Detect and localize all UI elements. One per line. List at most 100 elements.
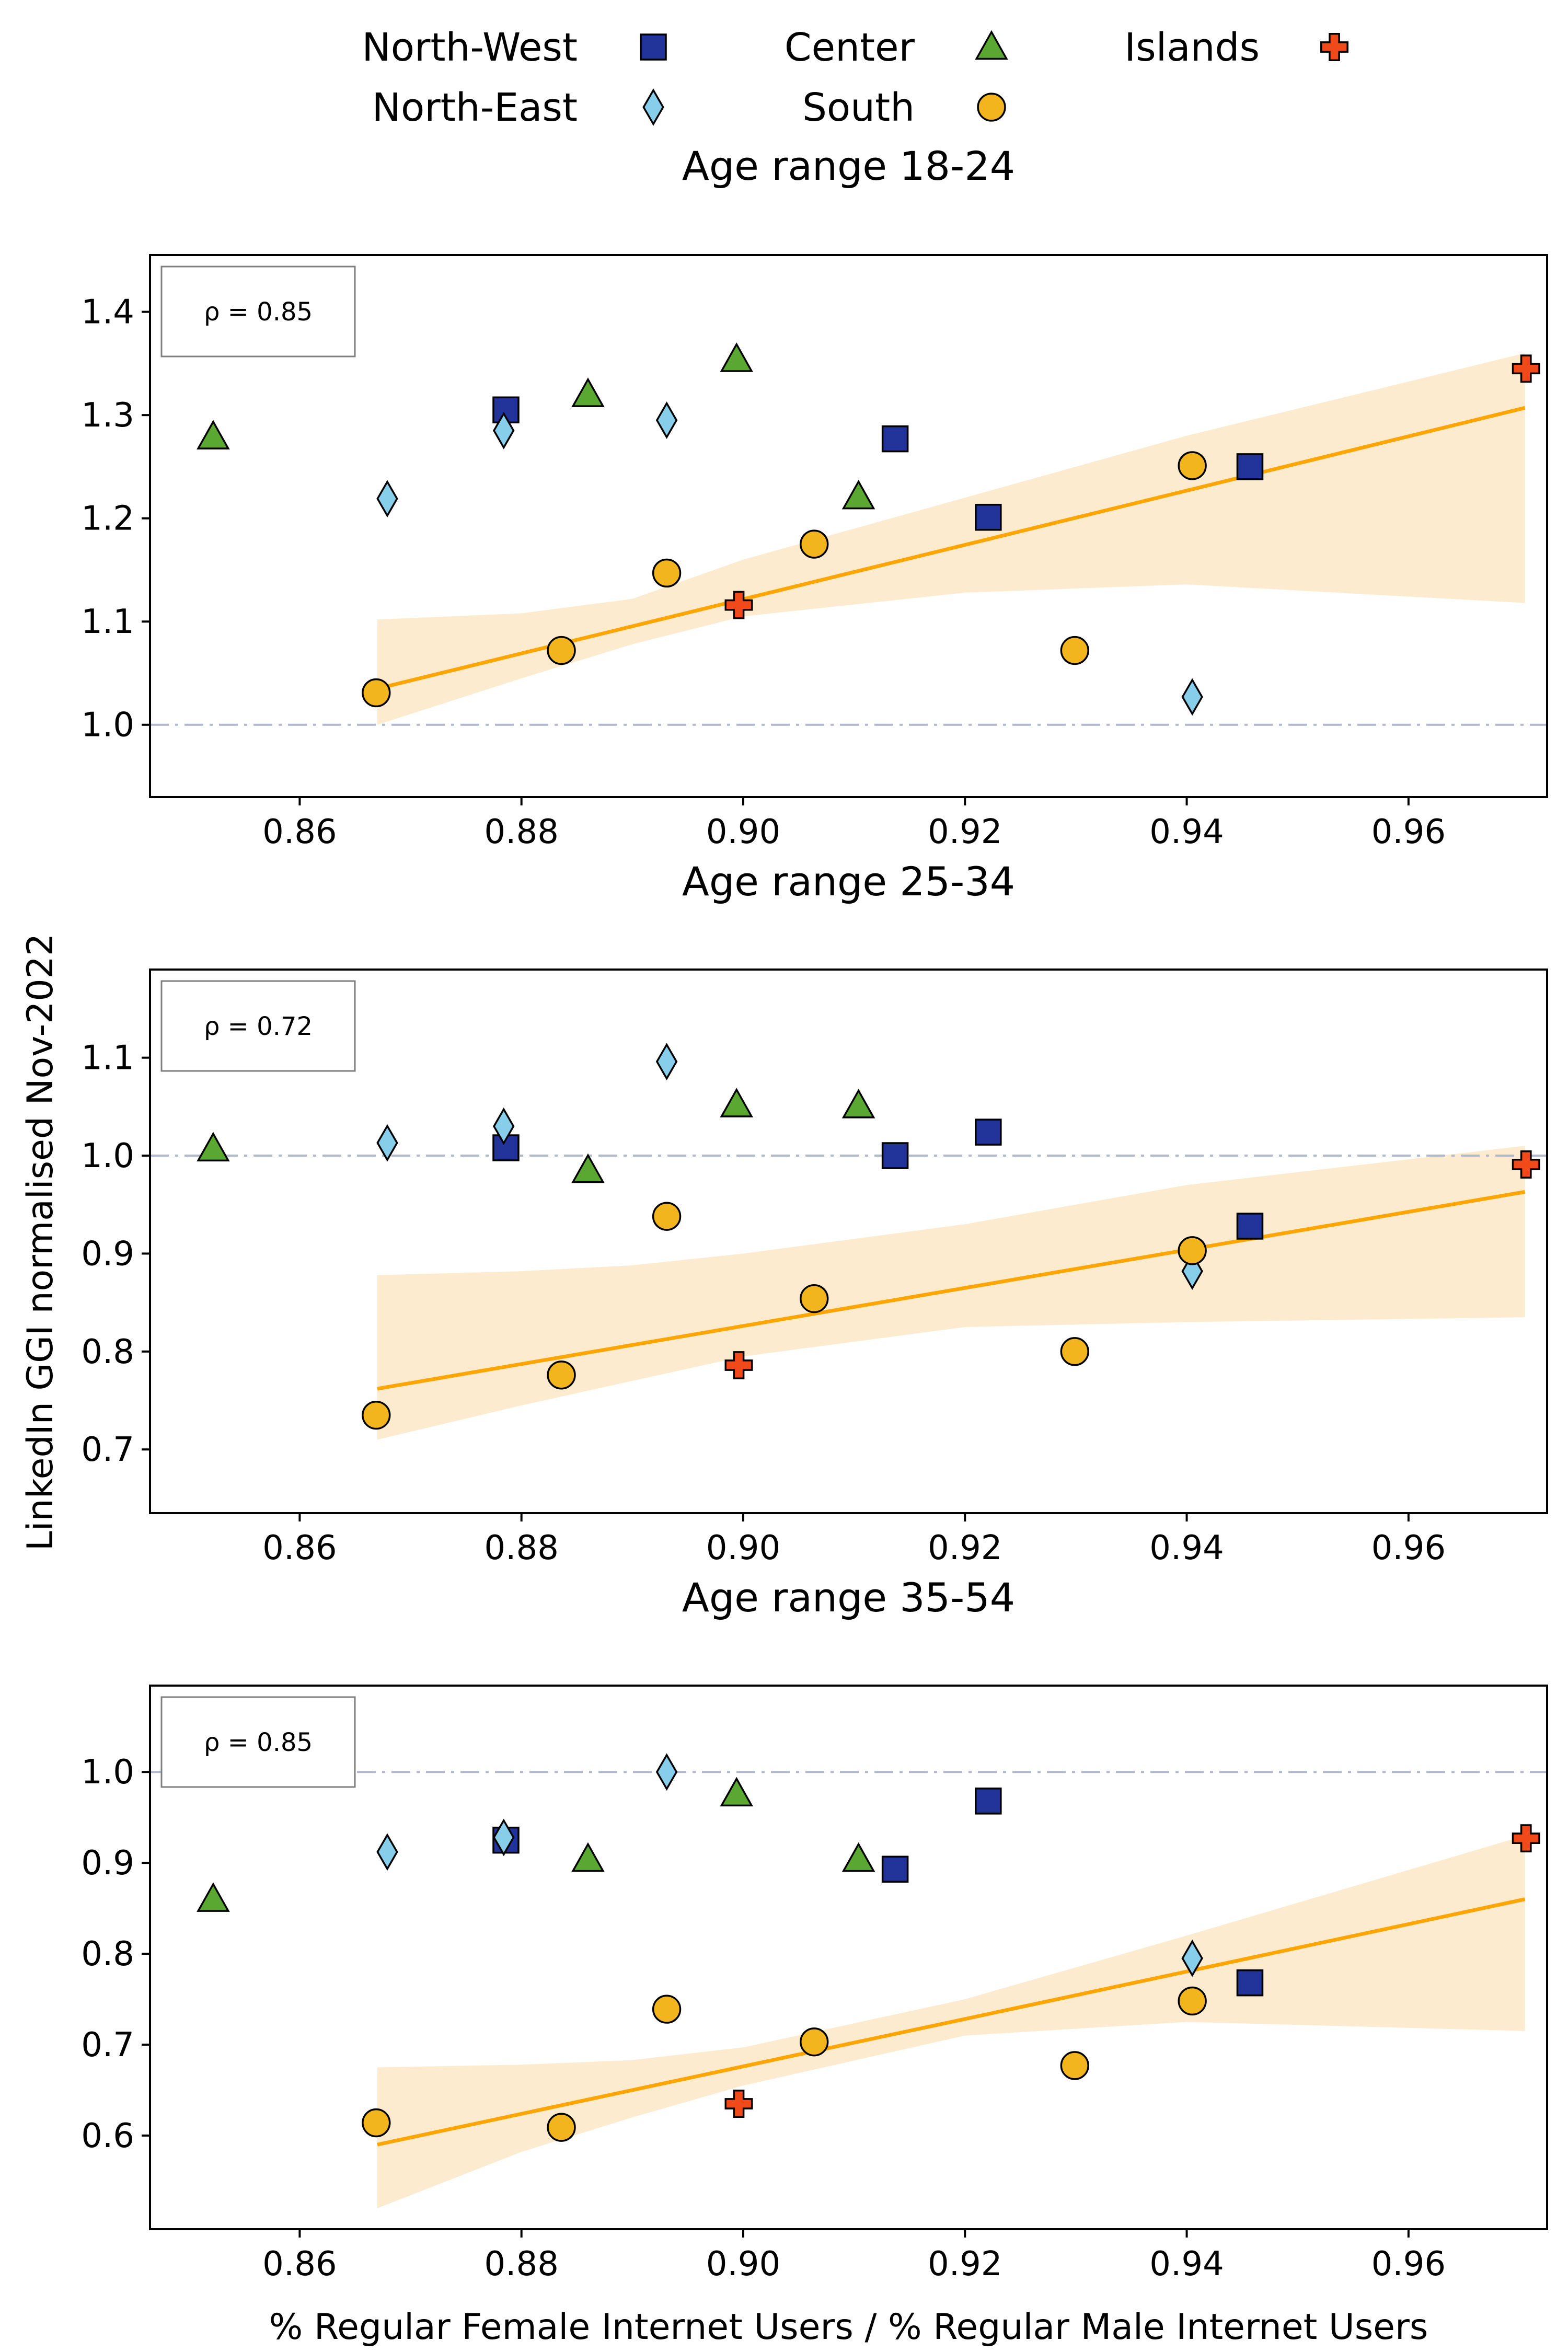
data-point-south: [547, 1361, 576, 1390]
y-tick-label: 1.0: [81, 1753, 134, 1792]
legend-label-north-east: North-East: [372, 85, 578, 130]
legend-label-center: Center: [785, 25, 915, 70]
data-point-center: [571, 377, 605, 407]
plot-frame: [149, 254, 1548, 798]
data-point-south: [652, 558, 682, 588]
y-tick-label: 1.1: [81, 1039, 134, 1078]
rho-annotation-box: [160, 1696, 356, 1788]
rho-annotation: ρ = 0.85: [204, 297, 313, 327]
legend-label-islands: Islands: [1124, 25, 1260, 70]
data-point-south: [1060, 636, 1089, 665]
x-tick-label: 0.90: [706, 1529, 781, 1567]
data-point-center: [571, 1842, 605, 1872]
rho-annotation-box: [160, 980, 356, 1072]
legend-marker-south: [977, 93, 1006, 122]
legend-marker-north-west: [640, 33, 667, 61]
y-tick-label: 1.3: [81, 396, 134, 435]
data-point-north-west: [1236, 453, 1264, 480]
y-tick-label: 0.8: [81, 1333, 134, 1371]
x-tick-label: 0.92: [928, 1529, 1002, 1567]
data-point-north-east: [492, 1107, 515, 1145]
data-point-center: [197, 420, 230, 449]
data-point-south: [1060, 1337, 1089, 1366]
data-point-center: [197, 1882, 230, 1912]
y-tick-label: 0.7: [81, 2026, 134, 2065]
panel-title: Age range 35-54: [682, 1574, 1015, 1621]
x-tick-label: 0.96: [1371, 1529, 1446, 1567]
data-point-islands: [724, 2090, 753, 2118]
data-point-center: [841, 1842, 875, 1872]
data-point-north-west: [881, 1142, 909, 1169]
panel-2: Age range 25-34 0.7 0.8 0.9 1.0 1.1 0.86 0.88 0.…: [81, 858, 1548, 1567]
data-point-center: [720, 1777, 754, 1807]
data-point-north-west: [881, 1855, 909, 1883]
data-point-south: [1178, 1236, 1207, 1265]
y-tick-label: 1.2: [81, 500, 134, 538]
data-point-north-east: [655, 1043, 678, 1081]
data-point-islands: [1512, 1824, 1540, 1853]
plot-frame: [149, 1685, 1548, 2230]
data-point-islands: [724, 591, 753, 619]
panel-title: Age range 18-24: [682, 143, 1015, 189]
x-tick-label: 0.86: [262, 2245, 337, 2284]
y-tick-label: 0.8: [81, 1935, 134, 1974]
regression-line: [377, 1190, 1526, 1391]
data-point-south: [652, 1994, 682, 2024]
x-tick-label: 0.94: [1149, 813, 1224, 851]
data-point-south: [362, 1400, 391, 1430]
data-point-north-east: [1181, 678, 1203, 716]
x-tick-label: 0.88: [484, 813, 559, 851]
data-point-center: [841, 479, 875, 510]
y-axis-title: LinkedIn GGI normalised Nov-2022: [20, 933, 61, 1551]
y-tick-label: 1.0: [81, 706, 134, 745]
data-point-south: [1178, 1986, 1207, 2016]
data-point-islands: [1512, 354, 1540, 383]
y-tick-label: 0.9: [81, 1235, 134, 1273]
data-point-islands: [724, 1351, 753, 1379]
x-tick-label: 0.94: [1149, 1529, 1224, 1567]
data-point-south: [652, 1202, 682, 1231]
y-tick-label: 1.4: [81, 293, 134, 332]
x-tick-label: 0.96: [1371, 813, 1446, 851]
data-point-south: [800, 1284, 829, 1313]
legend-label-north-west: North-West: [362, 25, 578, 70]
x-axis-title: % Regular Female Internet Users / % Regu…: [269, 2307, 1428, 2348]
panel-1: Age range 18-24 1.0 1.1 1.2 1.3 1.4 0.86 0.88 0.…: [81, 143, 1548, 851]
legend-label-south: South: [802, 85, 915, 130]
data-point-north-east: [655, 401, 678, 439]
y-tick-label: 1.1: [81, 603, 134, 641]
x-tick-label: 0.90: [706, 2245, 781, 2284]
data-point-north-east: [1181, 1939, 1203, 1977]
plot-frame: [149, 969, 1548, 1514]
data-point-south: [1178, 451, 1207, 480]
x-tick-label: 0.86: [262, 813, 337, 851]
data-point-north-west: [975, 1788, 1002, 1815]
data-point-south: [800, 2027, 829, 2057]
data-point-north-west: [1236, 1213, 1264, 1240]
confidence-band: [377, 1146, 1525, 1440]
legend-marker-islands: [1320, 33, 1348, 61]
data-point-north-east: [376, 1833, 398, 1871]
data-point-center: [841, 1089, 875, 1119]
legend: North-West North-East Center South Islands: [362, 25, 1348, 130]
data-point-center: [720, 342, 754, 372]
x-tick-label: 0.92: [928, 2245, 1002, 2284]
data-point-north-east: [655, 1753, 678, 1791]
panel-title: Age range 25-34: [682, 858, 1015, 905]
data-point-center: [571, 1153, 605, 1183]
y-tick-label: 0.9: [81, 1844, 134, 1883]
data-point-south: [1060, 2051, 1089, 2080]
data-point-islands: [1512, 1150, 1540, 1179]
data-point-south: [800, 529, 829, 559]
rho-annotation: ρ = 0.85: [204, 1728, 313, 1757]
y-tick-label: 1.0: [81, 1137, 134, 1175]
data-point-center: [720, 1088, 754, 1117]
panel-3: Age range 35-54 0.6 0.7 0.8 0.9 1.0 0.86 0.88 0.…: [81, 1574, 1548, 2284]
x-tick-label: 0.94: [1149, 2245, 1224, 2284]
x-tick-label: 0.90: [706, 813, 781, 851]
data-point-north-east: [1181, 1252, 1203, 1290]
data-point-center: [197, 1132, 230, 1162]
x-tick-label: 0.86: [262, 1529, 337, 1567]
data-point-north-west: [881, 425, 909, 453]
